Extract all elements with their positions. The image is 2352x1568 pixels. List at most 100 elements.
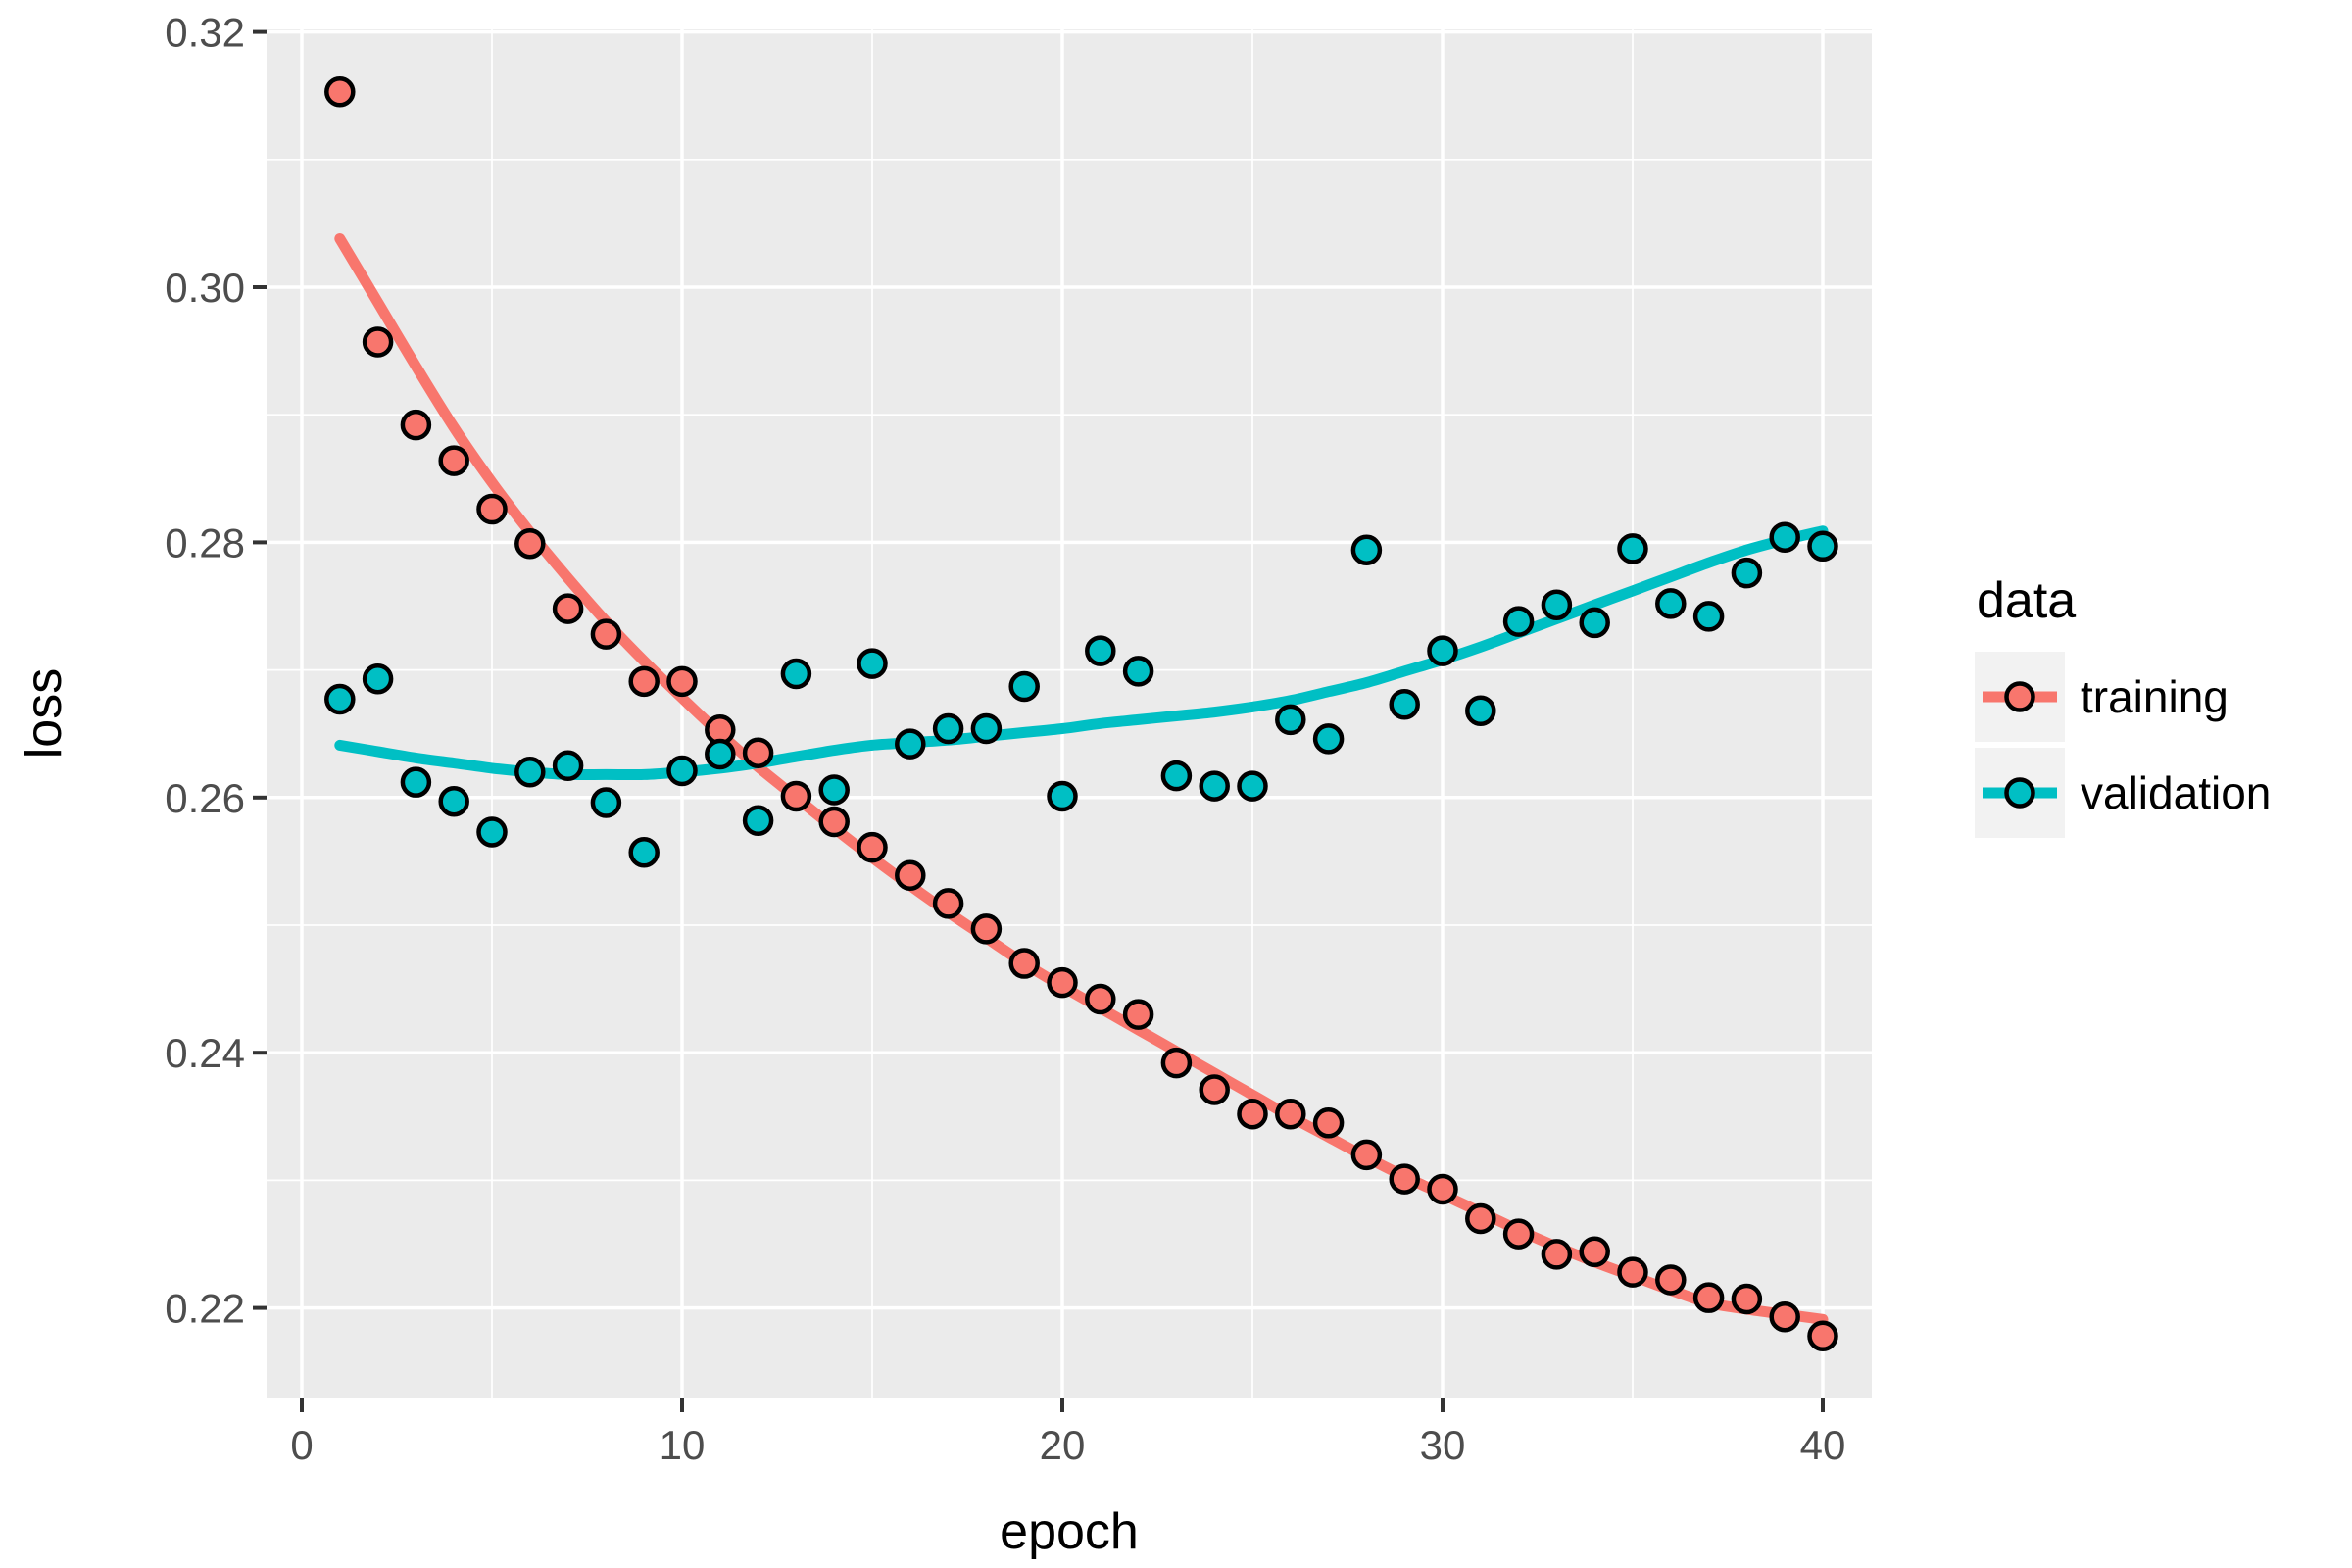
training-point	[1160, 1047, 1193, 1079]
validation-point	[970, 712, 1003, 745]
training-point	[818, 806, 850, 838]
validation-point	[1085, 635, 1116, 666]
training-point	[1692, 1282, 1725, 1313]
training-point	[1312, 1107, 1345, 1139]
axis-tick-labels: 0.32 0.30 0.28 0.26 0.24 0.22 0 10 20 30 40	[165, 10, 1845, 1468]
validation-point	[552, 750, 584, 781]
training-point	[1502, 1218, 1535, 1250]
validation-point	[1312, 723, 1345, 755]
training-point	[1122, 999, 1154, 1030]
y-tick-label: 0.26	[165, 775, 245, 821]
validation-point	[780, 658, 812, 690]
training-point	[590, 618, 622, 650]
axis-tick-marks	[253, 29, 1825, 1412]
validation-point	[895, 728, 926, 760]
validation-point	[1389, 689, 1420, 720]
validation-point	[1769, 521, 1800, 553]
y-tick-label: 0.32	[165, 10, 245, 56]
training-point	[400, 409, 432, 441]
training-point	[514, 527, 546, 560]
validation-point	[742, 805, 774, 836]
training-point	[1350, 1139, 1383, 1171]
legend-label-validation: validation	[2081, 767, 2272, 818]
validation-point	[1275, 704, 1306, 736]
training-point	[1617, 1256, 1648, 1288]
validation-point	[1237, 770, 1268, 802]
validation-point	[438, 785, 469, 817]
validation-point	[590, 787, 622, 818]
validation-point	[400, 766, 432, 798]
validation-point	[1427, 635, 1458, 666]
training-point	[780, 780, 812, 812]
validation-point	[1655, 588, 1687, 619]
validation-point	[666, 755, 698, 787]
legend-title: data	[1977, 572, 2077, 629]
validation-point	[1199, 770, 1230, 802]
x-tick-label: 10	[660, 1422, 706, 1468]
training-point	[552, 593, 584, 624]
validation-point	[818, 774, 850, 806]
validation-point	[1541, 589, 1573, 620]
validation-point	[628, 837, 660, 868]
training-point	[1199, 1074, 1230, 1105]
legend-item-training: training	[1975, 652, 2271, 742]
y-tick-label: 0.22	[165, 1286, 245, 1332]
training-point	[1769, 1300, 1800, 1333]
validation-key-icon	[1975, 748, 2065, 838]
validation-point	[1617, 533, 1648, 564]
training-point	[932, 888, 964, 919]
validation-point	[1502, 606, 1535, 637]
training-point	[324, 76, 356, 108]
training-point	[1807, 1320, 1838, 1351]
training-point	[362, 326, 394, 358]
validation-point	[1160, 760, 1193, 792]
x-tick-label: 20	[1040, 1422, 1086, 1468]
training-point	[438, 445, 469, 476]
validation-point	[705, 738, 736, 770]
validation-point	[324, 683, 356, 715]
validation-point	[514, 757, 546, 788]
y-tick-label: 0.28	[165, 519, 245, 565]
validation-point	[857, 648, 888, 679]
x-axis-title: epoch	[1000, 1503, 1139, 1560]
training-point	[628, 665, 660, 698]
training-point	[1047, 966, 1078, 999]
x-tick-label: 0	[290, 1422, 313, 1468]
validation-smooth-line	[334, 525, 1829, 781]
data-points	[324, 76, 1838, 1351]
major-gridlines	[267, 29, 1872, 1398]
validation-point	[1731, 557, 1763, 589]
y-tick-label: 0.24	[165, 1030, 245, 1076]
validation-point	[362, 662, 394, 695]
validation-point	[1465, 695, 1496, 727]
training-point	[476, 493, 508, 525]
training-point	[1085, 983, 1116, 1015]
validation-point	[1807, 530, 1838, 563]
x-tick-label: 30	[1420, 1422, 1466, 1468]
training-point	[1541, 1239, 1573, 1270]
validation-point	[1008, 670, 1040, 703]
training-point	[1275, 1098, 1306, 1130]
training-point	[1655, 1264, 1687, 1296]
training-point	[1427, 1173, 1458, 1205]
training-point	[895, 859, 926, 891]
training-key-icon	[1975, 652, 2065, 742]
training-point	[1008, 948, 1040, 979]
legend-label-training: training	[2081, 671, 2229, 722]
training-point	[1731, 1283, 1763, 1315]
legend: data training validation	[1975, 573, 2271, 844]
training-point	[666, 665, 698, 698]
plot-panel	[267, 29, 1872, 1398]
training-point	[1579, 1236, 1610, 1268]
y-axis-title: loss	[16, 668, 73, 759]
training-point	[1465, 1202, 1496, 1235]
validation-point	[1692, 601, 1725, 632]
validation-point	[1350, 534, 1383, 565]
training-point	[742, 737, 774, 768]
x-tick-label: 40	[1800, 1422, 1846, 1468]
validation-point	[1579, 607, 1610, 639]
y-tick-label: 0.30	[165, 265, 245, 311]
validation-point	[476, 816, 508, 848]
